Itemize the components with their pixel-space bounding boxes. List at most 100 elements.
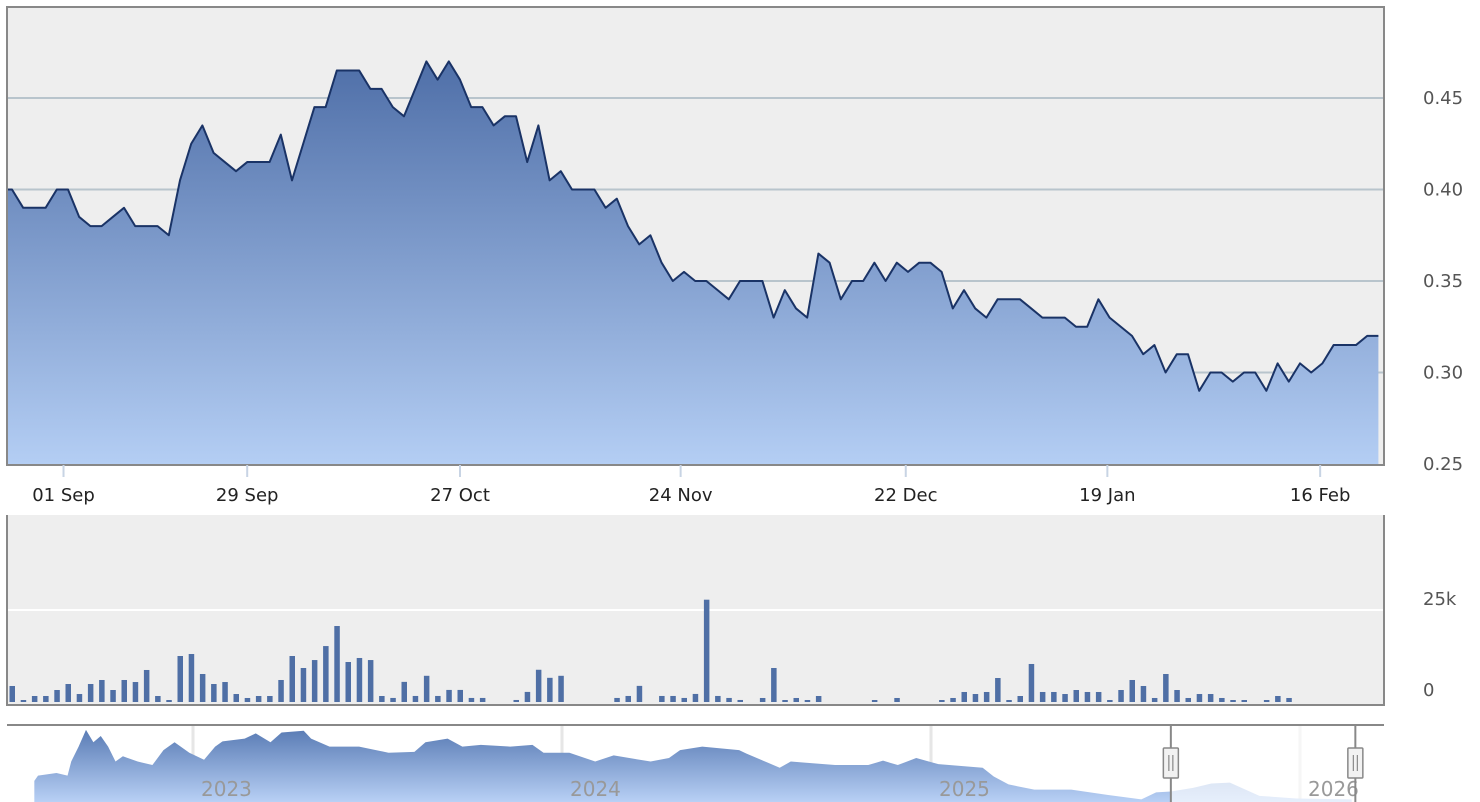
price-area — [8, 61, 1379, 464]
x-tick-label: 01 Sep — [32, 485, 95, 506]
volume-bar — [1129, 679, 1135, 702]
volume-bar — [300, 667, 307, 702]
volume-bar — [412, 695, 419, 702]
volume-bar — [894, 697, 900, 702]
volume-y-axis: 0 25k — [1423, 589, 1457, 701]
navigator-selected-range[interactable] — [1170, 725, 1356, 802]
volume-bar — [435, 695, 441, 702]
volume-bar — [311, 660, 318, 702]
volume-bar — [367, 660, 374, 702]
volume-bar — [972, 694, 979, 702]
volume-bar — [804, 700, 811, 702]
volume-bar — [31, 696, 38, 702]
volume-bar — [54, 690, 60, 702]
volume-bar — [547, 677, 553, 702]
volume-bar — [65, 684, 71, 702]
volume-bar — [289, 656, 295, 702]
volume-bar — [939, 700, 945, 702]
volume-bar — [479, 697, 486, 702]
price-plot-frame — [6, 6, 1385, 466]
volume-bar — [1185, 697, 1191, 702]
volume-bar — [457, 689, 463, 702]
volume-bar — [1006, 700, 1012, 702]
volume-bar — [166, 700, 172, 702]
volume-bar — [1051, 691, 1057, 702]
x-tick-label: 24 Nov — [649, 485, 713, 506]
price-line — [8, 60, 1379, 392]
volume-bar — [961, 691, 967, 702]
volume-bar — [558, 675, 564, 702]
volume-bar — [87, 684, 94, 702]
navigator-right-handle[interactable] — [1347, 747, 1364, 779]
volume-bar — [1174, 690, 1180, 702]
navigator-year-label: 2024 — [570, 777, 621, 801]
volume-bar — [356, 657, 363, 702]
volume-bar — [1219, 697, 1225, 702]
volume-y-tick-label: 25k — [1423, 589, 1457, 610]
volume-bar — [524, 691, 531, 702]
price-y-tick-label: 0.30 — [1423, 363, 1463, 384]
volume-bar — [659, 695, 665, 702]
volume-bar — [670, 695, 676, 702]
volume-bar — [625, 695, 631, 702]
volume-bar — [995, 678, 1001, 702]
volume-series — [9, 599, 1292, 702]
price-y-axis: 0.25 0.30 0.35 0.40 0.45 — [1423, 88, 1463, 475]
volume-bar — [1230, 700, 1236, 702]
x-tick-label: 27 Oct — [430, 485, 490, 506]
volume-bar — [323, 646, 329, 702]
navigator-year-label: 2025 — [939, 777, 990, 801]
volume-bar — [188, 654, 195, 702]
volume-bar — [1207, 694, 1214, 702]
volume-bar — [703, 599, 710, 702]
navigator-area — [34, 729, 1352, 802]
volume-bar — [1107, 700, 1113, 702]
price-y-tick-label: 0.45 — [1423, 88, 1463, 109]
volume-bar — [692, 693, 699, 702]
volume-bar — [681, 697, 687, 702]
volume-bar — [1095, 691, 1102, 702]
volume-bar — [815, 696, 822, 702]
volume-bar — [278, 679, 284, 702]
volume-bar — [983, 691, 990, 702]
volume-bar — [155, 696, 161, 702]
volume-bar — [1275, 696, 1281, 702]
volume-bar — [1140, 685, 1147, 702]
volume-bar — [390, 697, 396, 702]
volume-bar — [1118, 690, 1124, 702]
volume-bar — [1039, 691, 1046, 702]
volume-bar — [446, 689, 452, 702]
volume-bar — [759, 697, 766, 702]
volume-bar — [110, 690, 116, 702]
volume-bar — [726, 697, 732, 702]
volume-bar — [636, 685, 643, 702]
volume-bar — [1241, 700, 1247, 702]
volume-bar — [76, 694, 83, 702]
navigator[interactable]: 2023 2024 2025 2026 — [7, 724, 1384, 802]
volume-bar — [535, 669, 542, 702]
volume-bar — [1286, 697, 1292, 702]
volume-bar — [255, 696, 262, 702]
volume-bar — [345, 661, 351, 702]
volume-bar — [43, 696, 49, 702]
volume-bar — [1017, 696, 1023, 702]
volume-bar — [1084, 691, 1091, 702]
volume-y-tick-label: 0 — [1423, 680, 1434, 701]
volume-bar — [1073, 690, 1079, 702]
price-y-tick-label: 0.25 — [1423, 454, 1463, 475]
x-tick-label: 29 Sep — [216, 485, 279, 506]
volume-bar — [244, 697, 251, 702]
volume-bar — [267, 696, 273, 702]
navigator-left-handle[interactable] — [1162, 747, 1180, 779]
volume-bar — [1163, 673, 1169, 702]
volume-bar — [1151, 697, 1158, 702]
volume-bar — [143, 669, 150, 702]
volume-bar — [199, 673, 206, 702]
navigator-year-label: 2026 — [1308, 777, 1359, 801]
x-tick-label: 22 Dec — [874, 485, 937, 506]
volume-bar — [771, 667, 777, 702]
volume-bar — [177, 656, 183, 702]
volume-plot-frame — [6, 515, 1385, 706]
volume-bar — [737, 699, 743, 702]
x-tick-label: 19 Jan — [1079, 485, 1135, 506]
